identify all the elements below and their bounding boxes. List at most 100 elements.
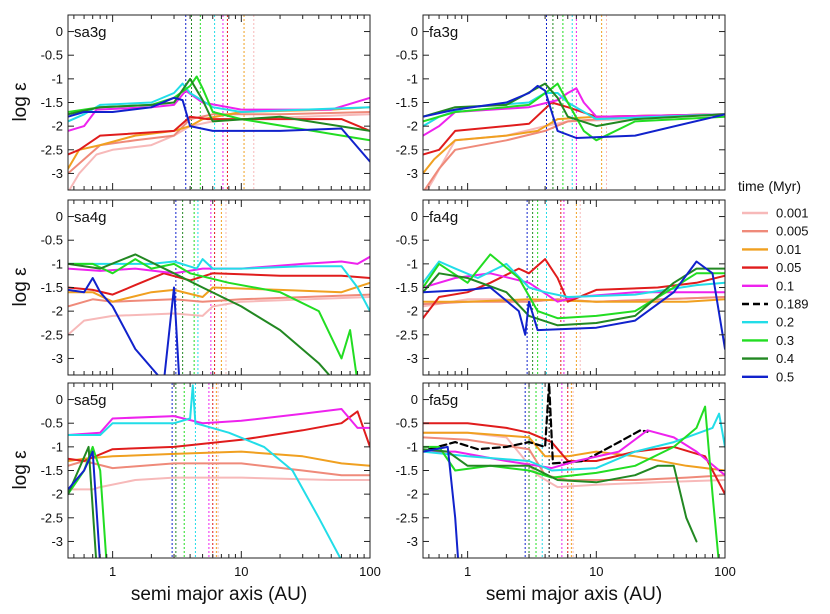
legend-label-0.001: 0.001 (776, 206, 809, 221)
plot-frame (67, 382, 371, 559)
series-line-0.5 (423, 260, 725, 350)
y-tick-label: 0 (411, 209, 418, 224)
y-tick-label: -3 (406, 351, 418, 366)
series-group (68, 75, 370, 190)
y-tick-label: -3 (406, 166, 418, 181)
y-tick-label: 0 (411, 24, 418, 39)
y-tick-label: -2.5 (396, 327, 418, 342)
series-line-0.001 (68, 113, 370, 190)
y-tick-label: -1.5 (396, 280, 418, 295)
y-tick-label: -2 (51, 304, 63, 319)
y-tick-label: -1 (406, 256, 418, 271)
series-line-0.005 (423, 436, 725, 481)
series-line-0.05 (423, 101, 725, 156)
y-tick-label: -2 (406, 119, 418, 134)
y-tick-label: -1.5 (41, 463, 63, 478)
legend-label-0.5: 0.5 (776, 369, 794, 384)
y-tick-label: -2.5 (396, 142, 418, 157)
y-tick-label: -3 (406, 534, 418, 549)
y-tick-label: -2 (406, 304, 418, 319)
series-line-0.05 (68, 272, 370, 296)
panel-label: sa5g (74, 392, 107, 409)
y-tick-label: 0 (411, 392, 418, 407)
y-tick-label: -1 (51, 256, 63, 271)
series-line-0.005 (68, 111, 370, 175)
legend-label-0.1: 0.1 (776, 278, 794, 293)
y-tick-label: -3 (51, 166, 63, 181)
series-line-0.05 (423, 258, 725, 320)
series-line-0.189 (427, 383, 649, 465)
legend-label-0.005: 0.005 (776, 224, 809, 239)
panel-label: sa4g (74, 209, 107, 226)
series-line-0.2 (68, 258, 370, 313)
y-tick-label: -1 (51, 439, 63, 454)
y-tick-label: -0.5 (41, 233, 63, 248)
y-tick-label: -1.5 (41, 280, 63, 295)
panel-sa5g: 1 10 100 0 -0.5 -1 -1.5 -2 -2.5 -3 sa5g (41, 382, 381, 579)
panel-fa4g: 0 -0.5 -1 -1.5 -2 -2.5 -3 fa4g (396, 199, 726, 376)
panel-sa3g: 0 -0.5 -1 -1.5 -2 -2.5 -3 sa3g (41, 14, 371, 191)
series-line-0.4 (68, 77, 370, 132)
x-tick-label: 1 (464, 564, 471, 579)
series-line-0.05 (423, 422, 725, 496)
legend: time (Myr) 0.001 0.005 0.01 0.05 0.1 0.189 0.2… (738, 178, 809, 384)
y-tick-label: -0.5 (396, 233, 418, 248)
series-line-0.2 (423, 412, 725, 472)
series-line-0.01 (68, 281, 370, 303)
series-line-0.5 (68, 96, 370, 163)
y-tick-label: -2.5 (41, 327, 63, 342)
x-axis-title-right: semi major axis (AU) (486, 584, 662, 605)
series-line-0.3 (423, 405, 720, 558)
legend-label-0.189: 0.189 (776, 297, 809, 312)
series-line-0.4 (68, 445, 98, 558)
series-line-0.2 (423, 260, 725, 298)
series-line-0.3 (68, 258, 358, 375)
panel-label: fa5g (429, 392, 458, 409)
y-tick-label: -2 (406, 487, 418, 502)
y-tick-label: -2 (51, 119, 63, 134)
y-axis-title-row-3: log ε (10, 450, 31, 490)
y-tick-label: -1 (406, 439, 418, 454)
panel-sa4g: 0 -0.5 -1 -1.5 -2 -2.5 -3 sa4g (41, 199, 371, 376)
plot-frame (67, 14, 371, 191)
y-tick-label: -1.5 (396, 95, 418, 110)
series-line-0.1 (68, 89, 370, 132)
y-tick-label: -1.5 (396, 463, 418, 478)
series-group (423, 253, 725, 350)
plot-frame (422, 382, 726, 559)
y-tick-label: -1 (51, 71, 63, 86)
legend-title: time (Myr) (738, 178, 801, 194)
y-tick-label: 0 (56, 392, 63, 407)
series-line-0.5 (68, 450, 101, 558)
legend-label-0.2: 0.2 (776, 315, 794, 330)
y-tick-label: -3 (51, 351, 63, 366)
y-tick-label: -2 (51, 487, 63, 502)
series-line-0.1 (68, 408, 370, 436)
panel-fa3g: 0 -0.5 -1 -1.5 -2 -2.5 -3 fa3g (396, 14, 726, 191)
y-tick-label: -0.5 (396, 416, 418, 431)
x-tick-label: 100 (359, 564, 381, 579)
y-tick-label: 0 (56, 209, 63, 224)
y-tick-label: -1.5 (41, 95, 63, 110)
x-axis-title-left: semi major axis (AU) (131, 584, 307, 605)
y-tick-label: 0 (56, 24, 63, 39)
y-tick-label: -3 (51, 534, 63, 549)
panel-fa5g: 1 10 100 0 -0.5 -1 -1.5 -2 -2.5 -3 fa5g (396, 382, 736, 579)
series-line-0.3 (68, 445, 108, 558)
x-tick-label: 10 (589, 564, 603, 579)
series-line-0.4 (423, 267, 725, 327)
series-line-0.001 (68, 296, 370, 336)
panel-label: fa4g (429, 209, 458, 226)
y-tick-label: -2.5 (41, 142, 63, 157)
x-tick-label: 100 (714, 564, 736, 579)
series-group (423, 383, 725, 558)
series-line-0.05 (68, 115, 370, 156)
series-line-0.1 (68, 255, 370, 275)
series-line-0.2 (68, 384, 342, 558)
legend-label-0.05: 0.05 (776, 260, 801, 275)
y-tick-label: -0.5 (41, 416, 63, 431)
y-axis-title-row-2: log ε (10, 267, 31, 307)
series-line-0.4 (68, 253, 331, 375)
series-line-0.001 (426, 113, 725, 190)
